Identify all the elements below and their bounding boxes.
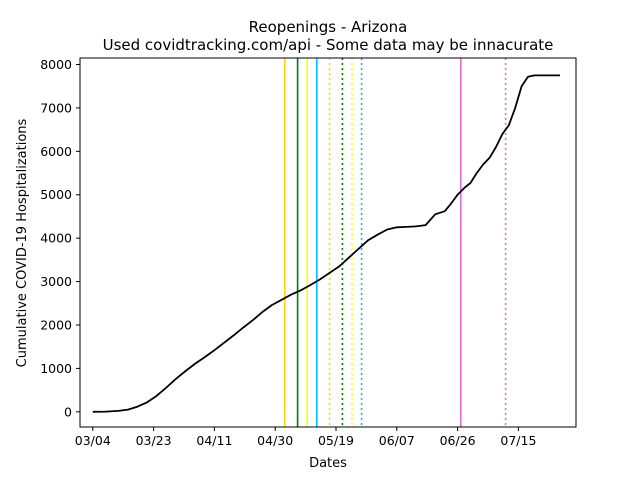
x-tick-label-2: 03/23 bbox=[136, 433, 172, 448]
y-tick-label-8: 7000 bbox=[40, 100, 72, 115]
x-tick-label-5: 05/19 bbox=[318, 433, 354, 448]
chart-subtitle: Used covidtracking.com/api - Some data m… bbox=[103, 36, 554, 54]
series-line-1 bbox=[92, 74, 560, 413]
x-axis-label: Dates bbox=[309, 456, 347, 471]
x-tick-label-6: 06/07 bbox=[379, 433, 415, 448]
y-tick-label-6: 5000 bbox=[40, 187, 72, 202]
x-tick-label-8: 07/15 bbox=[500, 433, 536, 448]
y-tick-label-3: 2000 bbox=[40, 317, 72, 332]
y-tick-label-1: 0 bbox=[64, 404, 72, 419]
x-tick-label-3: 04/11 bbox=[196, 433, 232, 448]
x-tick-label-4: 04/30 bbox=[257, 433, 293, 448]
plot-frame bbox=[79, 57, 577, 428]
plot-area: 03/04 03/23 04/11 04/30 05/19 06/07 06/26 07/15… bbox=[40, 57, 577, 448]
y-tick-label-5: 4000 bbox=[40, 231, 72, 246]
y-tick-label-7: 6000 bbox=[40, 144, 72, 159]
y-tick-label-9: 8000 bbox=[40, 57, 72, 72]
y-axis-label: Cumulative COVID-19 Hospitalizations bbox=[15, 118, 30, 367]
x-tick-label-1: 03/04 bbox=[75, 433, 111, 448]
y-tick-label-2: 1000 bbox=[40, 361, 72, 376]
x-tick-label-7: 06/26 bbox=[440, 433, 476, 448]
chart-title: Reopenings - Arizona bbox=[249, 18, 408, 36]
y-tick-label-4: 3000 bbox=[40, 274, 72, 289]
